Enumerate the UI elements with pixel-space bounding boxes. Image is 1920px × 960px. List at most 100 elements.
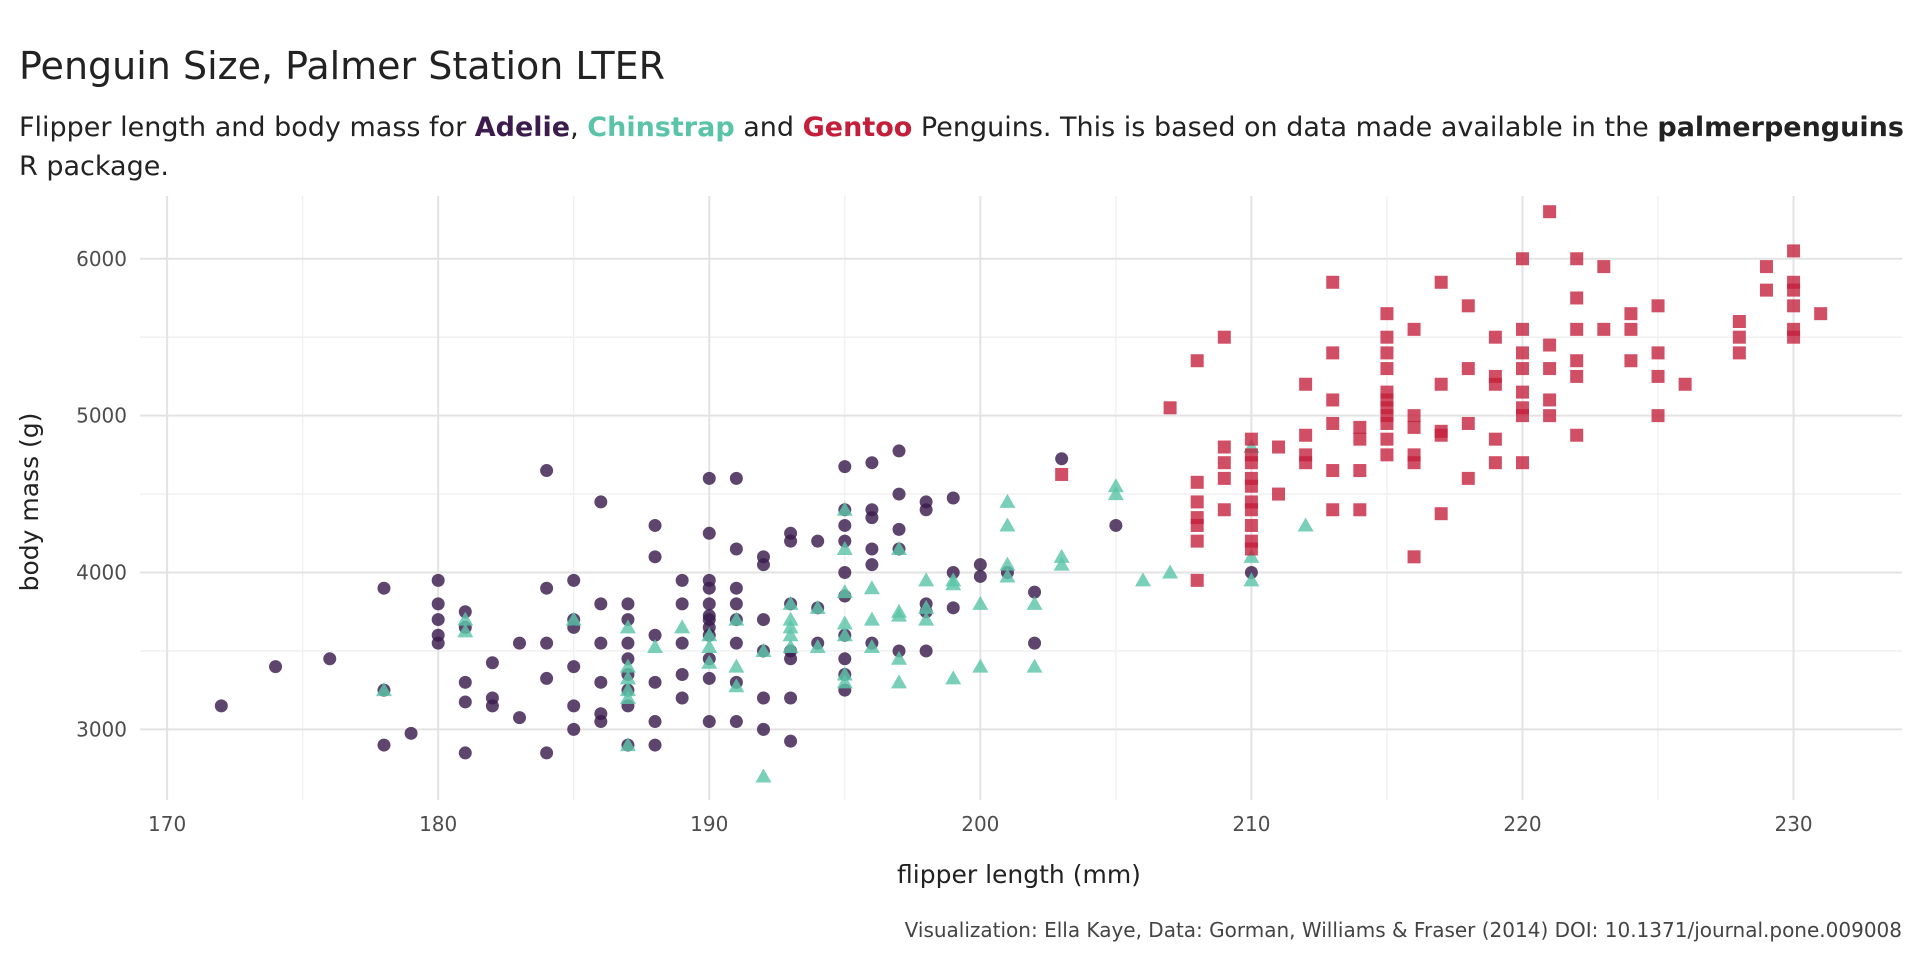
chinstrap-point: [999, 517, 1016, 532]
x-axis-label: flipper length (mm): [897, 860, 1141, 889]
gentoo-point: [1787, 283, 1801, 297]
chinstrap-point: [836, 666, 853, 681]
gentoo-point: [1570, 354, 1584, 368]
chinstrap-point: [619, 737, 636, 752]
adelie-point: [431, 573, 445, 587]
subtitle-suffix: Penguins. This is based on data made ava…: [912, 112, 1657, 143]
gentoo-point: [1353, 420, 1367, 434]
adelie-point: [567, 660, 581, 674]
chinstrap-point: [619, 682, 636, 697]
y-tick-label: 6000: [76, 247, 127, 271]
adelie-point: [892, 487, 906, 501]
chinstrap-point: [755, 642, 772, 657]
gentoo-point: [1407, 456, 1421, 470]
adelie-point: [946, 491, 960, 505]
gentoo-point: [1570, 369, 1584, 383]
adelie-point: [648, 518, 662, 532]
adelie-point: [567, 699, 581, 713]
chinstrap-point: [674, 619, 691, 634]
chinstrap-point: [728, 678, 745, 693]
x-tick-label: 230: [1774, 812, 1812, 836]
adelie-point: [431, 597, 445, 611]
gentoo-point: [1190, 534, 1204, 548]
gentoo-point: [1190, 475, 1204, 489]
x-tick-label: 190: [690, 812, 728, 836]
chinstrap-point: [728, 611, 745, 626]
gentoo-point: [1217, 440, 1231, 454]
chinstrap-point: [782, 639, 799, 654]
chinstrap-point: [782, 611, 799, 626]
adelie-point: [648, 628, 662, 642]
gentoo-point: [1244, 518, 1258, 532]
adelie-point: [540, 636, 554, 650]
adelie-point: [1055, 452, 1069, 466]
gentoo-point: [1353, 464, 1367, 478]
adelie-point: [702, 526, 716, 540]
gentoo-point: [1380, 416, 1394, 430]
adelie-point: [784, 534, 798, 548]
subtitle-comma: ,: [570, 112, 587, 143]
gentoo-point: [1515, 346, 1529, 360]
chinstrap-point: [701, 639, 718, 654]
gentoo-point: [1787, 330, 1801, 344]
gentoo-point: [1217, 330, 1231, 344]
chinstrap-point: [863, 580, 880, 595]
gentoo-point: [1326, 346, 1340, 360]
adelie-point: [513, 711, 527, 725]
chinstrap-point: [755, 768, 772, 783]
gentoo-point: [1380, 362, 1394, 376]
adelie-point: [431, 613, 445, 627]
chinstrap-point: [782, 619, 799, 634]
gentoo-point: [1217, 456, 1231, 470]
gentoo-point: [1787, 244, 1801, 258]
gentoo-point: [1190, 495, 1204, 509]
adelie-point: [513, 636, 527, 650]
gentoo-point: [1299, 428, 1313, 442]
adelie-point: [973, 569, 987, 583]
adelie-point: [567, 573, 581, 587]
adelie-point: [784, 652, 798, 666]
adelie-point: [784, 691, 798, 705]
gentoo-point: [1515, 322, 1529, 336]
gentoo-point: [1190, 573, 1204, 587]
chinstrap-point: [1162, 564, 1179, 579]
chinstrap-point: [918, 599, 935, 614]
subtitle-and: and: [735, 112, 803, 143]
adelie-point: [648, 715, 662, 729]
x-tick-label: 170: [148, 812, 186, 836]
chinstrap-point: [836, 584, 853, 599]
adelie-point: [621, 597, 635, 611]
gentoo-point: [1055, 467, 1069, 481]
gentoo-point: [1461, 416, 1475, 430]
chinstrap-point: [972, 658, 989, 673]
gentoo-point: [1244, 456, 1258, 470]
gentoo-point: [1380, 432, 1394, 446]
chinstrap-point: [891, 674, 908, 689]
gentoo-point: [1380, 346, 1394, 360]
gentoo-point: [1244, 479, 1258, 493]
gentoo-point: [1434, 377, 1448, 391]
gentoo-point: [1543, 393, 1557, 407]
gentoo-point: [1407, 409, 1421, 423]
adelie-point: [458, 695, 472, 709]
adelie-point: [567, 722, 581, 736]
adelie-point: [729, 597, 743, 611]
adelie-point: [675, 636, 689, 650]
chinstrap-point: [836, 627, 853, 642]
gentoo-point: [1353, 503, 1367, 517]
chinstrap-point: [1026, 658, 1043, 673]
chinstrap-point: [999, 556, 1016, 571]
chinstrap-point: [565, 611, 582, 626]
chinstrap-point: [809, 639, 826, 654]
adelie-point: [838, 518, 852, 532]
chinstrap-point: [918, 572, 935, 587]
gentoo-point: [1163, 401, 1177, 415]
gentoo-point: [1624, 307, 1638, 321]
chinstrap-point: [891, 540, 908, 555]
gentoo-point: [1407, 322, 1421, 336]
chinstrap-point: [1297, 517, 1314, 532]
gentoo-point: [1326, 275, 1340, 289]
adelie-point: [540, 746, 554, 760]
chinstrap-point: [836, 674, 853, 689]
